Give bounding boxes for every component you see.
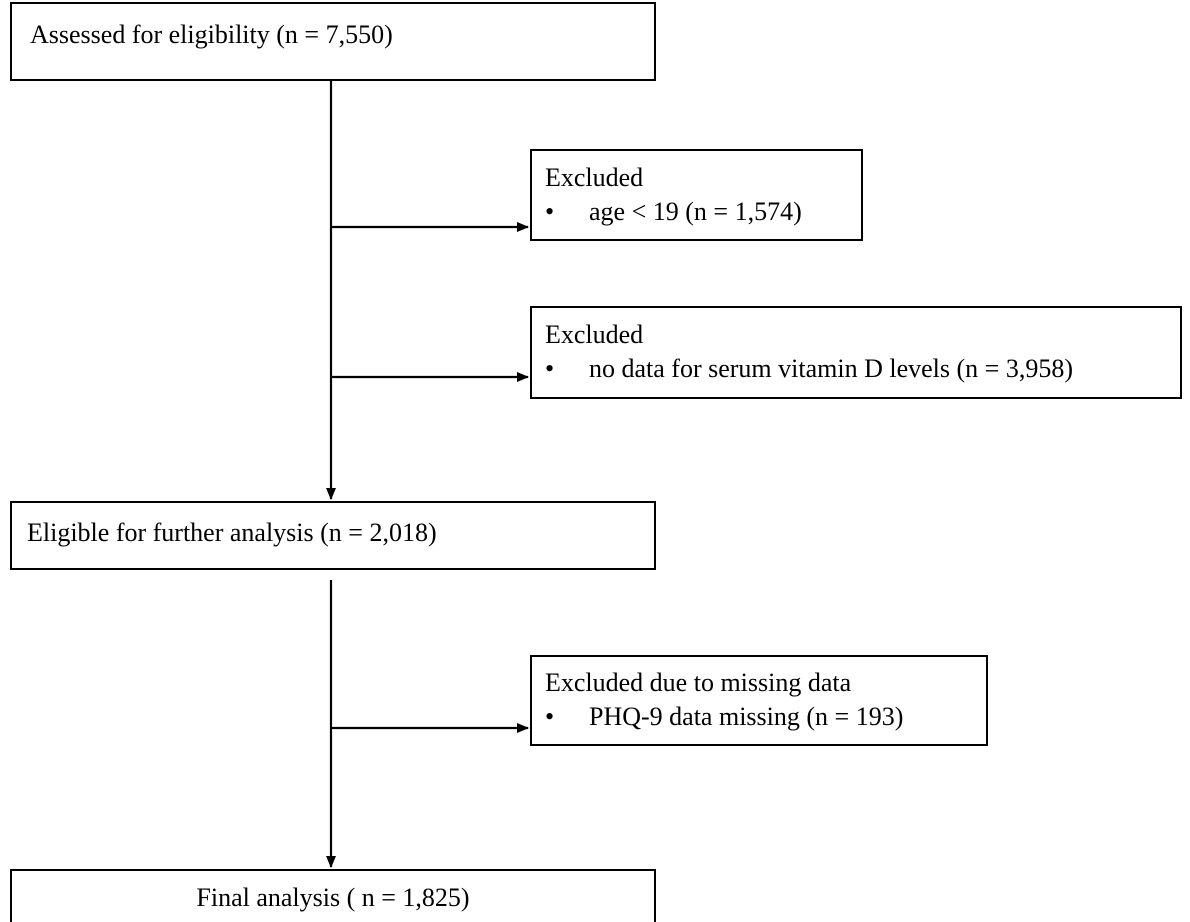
exclusion-vitamin-d-item: no data for serum vitamin D levels (n = …	[589, 354, 1073, 383]
exclusion-age-item-row: • age < 19 (n = 1,574)	[545, 195, 861, 229]
assessed-box: Assessed for eligibility (n = 7,550)	[10, 2, 656, 81]
exclusion-vitamin-d-title: Excluded	[545, 318, 1180, 352]
exclusion-missing-item: PHQ-9 data missing (n = 193)	[589, 702, 903, 731]
bullet-icon: •	[545, 352, 554, 386]
exclusion-vitamin-d-box: Excluded • no data for serum vitamin D l…	[530, 306, 1182, 399]
bullet-icon: •	[545, 195, 554, 229]
exclusion-missing-box: Excluded due to missing data • PHQ-9 dat…	[530, 655, 988, 746]
bullet-icon: •	[545, 700, 554, 734]
exclusion-vitamin-d-item-row: • no data for serum vitamin D levels (n …	[545, 352, 1180, 386]
exclusion-age-box: Excluded • age < 19 (n = 1,574)	[530, 149, 863, 241]
exclusion-age-title: Excluded	[545, 161, 861, 195]
exclusion-missing-item-row: • PHQ-9 data missing (n = 193)	[545, 700, 986, 734]
exclusion-age-item: age < 19 (n = 1,574)	[589, 197, 802, 226]
final-analysis-label: Final analysis ( n = 1,825)	[12, 881, 654, 915]
final-analysis-box: Final analysis ( n = 1,825)	[10, 869, 656, 922]
exclusion-missing-title: Excluded due to missing data	[545, 666, 986, 700]
eligible-label: Eligible for further analysis (n = 2,018…	[27, 516, 654, 550]
assessed-label: Assessed for eligibility (n = 7,550)	[30, 18, 654, 52]
eligible-box: Eligible for further analysis (n = 2,018…	[10, 501, 656, 570]
